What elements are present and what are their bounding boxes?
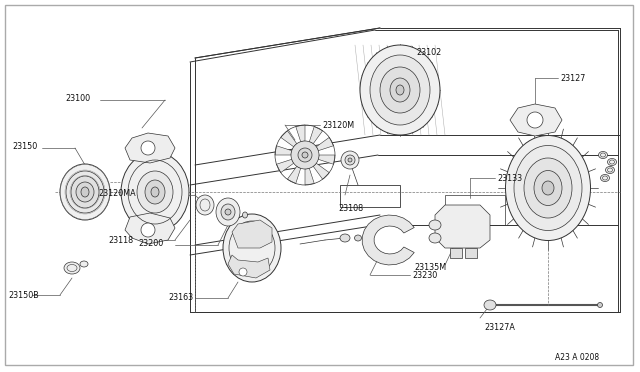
Text: 23102: 23102 <box>416 48 441 57</box>
Text: 23150B: 23150B <box>8 291 39 299</box>
Polygon shape <box>287 166 301 183</box>
Ellipse shape <box>66 171 104 213</box>
Ellipse shape <box>60 164 110 220</box>
Ellipse shape <box>598 302 602 308</box>
Text: 23150: 23150 <box>12 141 37 151</box>
Bar <box>340 185 400 207</box>
Polygon shape <box>125 213 175 244</box>
Ellipse shape <box>151 187 159 197</box>
Ellipse shape <box>216 198 240 226</box>
Ellipse shape <box>390 78 410 102</box>
Polygon shape <box>435 205 490 248</box>
Ellipse shape <box>221 204 235 220</box>
Ellipse shape <box>71 176 99 208</box>
Ellipse shape <box>514 145 582 231</box>
Ellipse shape <box>141 223 155 237</box>
Text: 23200: 23200 <box>138 238 163 247</box>
Polygon shape <box>232 220 272 248</box>
Text: 23120M: 23120M <box>322 121 354 129</box>
Polygon shape <box>296 125 305 142</box>
Ellipse shape <box>340 234 350 242</box>
Text: 23100: 23100 <box>65 93 90 103</box>
Ellipse shape <box>341 151 359 169</box>
Ellipse shape <box>605 167 614 173</box>
Ellipse shape <box>64 262 80 274</box>
Text: 23127A: 23127A <box>484 324 515 333</box>
Polygon shape <box>465 248 477 258</box>
Polygon shape <box>305 168 314 185</box>
Ellipse shape <box>348 158 352 162</box>
Polygon shape <box>125 133 175 163</box>
Polygon shape <box>228 255 270 278</box>
Polygon shape <box>318 155 335 164</box>
Ellipse shape <box>302 152 308 158</box>
Ellipse shape <box>355 235 362 241</box>
Ellipse shape <box>484 300 496 310</box>
Ellipse shape <box>345 155 355 165</box>
Ellipse shape <box>542 181 554 195</box>
Polygon shape <box>510 104 562 136</box>
Ellipse shape <box>81 187 89 197</box>
Ellipse shape <box>291 141 319 169</box>
Text: 23108: 23108 <box>338 203 363 212</box>
Ellipse shape <box>223 214 281 282</box>
Ellipse shape <box>121 152 189 232</box>
Ellipse shape <box>360 45 440 135</box>
Polygon shape <box>276 159 294 173</box>
Ellipse shape <box>80 261 88 267</box>
Ellipse shape <box>600 174 609 182</box>
Polygon shape <box>362 215 414 265</box>
Ellipse shape <box>607 158 616 166</box>
Text: 23118: 23118 <box>108 235 133 244</box>
Ellipse shape <box>429 233 441 243</box>
Ellipse shape <box>380 67 420 113</box>
Text: 23127: 23127 <box>560 74 586 83</box>
Ellipse shape <box>370 55 430 125</box>
Ellipse shape <box>141 141 155 155</box>
Ellipse shape <box>598 151 607 158</box>
Ellipse shape <box>225 209 231 215</box>
Ellipse shape <box>239 268 247 276</box>
Ellipse shape <box>298 148 312 162</box>
Ellipse shape <box>243 212 248 218</box>
Text: 23120MA: 23120MA <box>98 189 136 198</box>
Polygon shape <box>309 126 323 144</box>
Polygon shape <box>450 248 462 258</box>
Text: 23135M: 23135M <box>414 263 446 273</box>
Ellipse shape <box>524 158 572 218</box>
Ellipse shape <box>196 195 214 215</box>
Text: 23163: 23163 <box>168 294 193 302</box>
Ellipse shape <box>76 182 94 202</box>
Ellipse shape <box>145 180 165 204</box>
Ellipse shape <box>527 112 543 128</box>
Ellipse shape <box>534 170 562 205</box>
Ellipse shape <box>429 220 441 230</box>
Polygon shape <box>281 131 297 147</box>
Ellipse shape <box>506 135 591 241</box>
Ellipse shape <box>396 85 404 95</box>
Polygon shape <box>275 146 292 155</box>
Ellipse shape <box>137 171 173 213</box>
Text: 23230: 23230 <box>412 270 437 279</box>
Polygon shape <box>316 137 333 151</box>
Text: 23133: 23133 <box>497 173 522 183</box>
Text: A23 A 0208: A23 A 0208 <box>555 353 599 362</box>
Polygon shape <box>313 163 329 179</box>
Bar <box>445 195 505 225</box>
